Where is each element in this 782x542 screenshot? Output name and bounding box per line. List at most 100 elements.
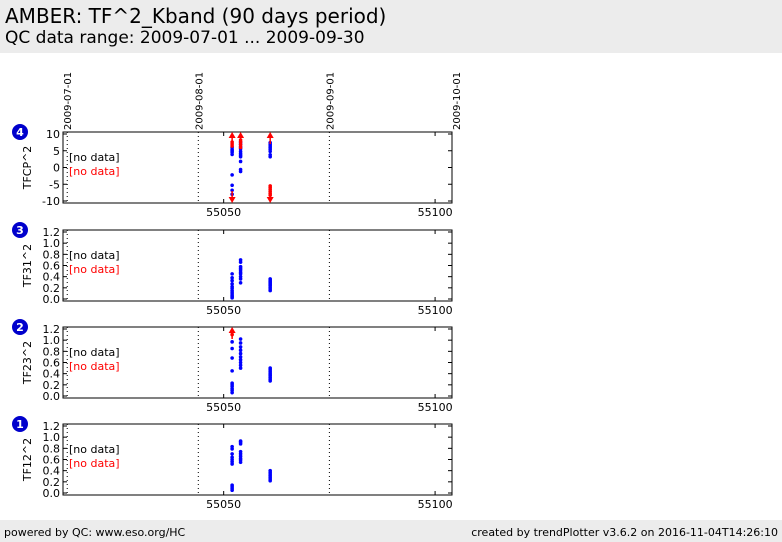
data-point bbox=[238, 449, 243, 454]
y-tick-label: 1.0 bbox=[43, 237, 61, 250]
data-point bbox=[238, 274, 243, 279]
y-tick-label: 10 bbox=[46, 128, 60, 141]
data-point bbox=[238, 341, 243, 345]
y-tick-label: 0.2 bbox=[43, 379, 61, 392]
y-tick-label: 0.8 bbox=[43, 442, 61, 455]
y-tick-label: 0.6 bbox=[43, 260, 61, 273]
y-tick-label: 1.0 bbox=[43, 431, 61, 444]
data-point bbox=[238, 357, 243, 362]
data-point bbox=[230, 356, 234, 360]
outlier-arrow-up bbox=[228, 327, 236, 333]
panel-badge bbox=[12, 319, 28, 335]
data-point bbox=[238, 345, 243, 349]
y-tick-label: 0.8 bbox=[43, 345, 61, 358]
y-tick-label: -10 bbox=[42, 195, 60, 208]
y-axis-label: TF23^2 bbox=[21, 341, 34, 385]
y-axis-label: TF31^2 bbox=[21, 244, 34, 288]
panel-badge bbox=[12, 416, 28, 432]
panel-frame bbox=[62, 423, 453, 496]
outlier-point bbox=[230, 144, 234, 148]
date-marker-label: 2009-08-01 bbox=[194, 72, 205, 130]
data-point bbox=[230, 340, 234, 344]
data-point bbox=[238, 258, 243, 262]
data-point bbox=[230, 381, 234, 385]
data-point bbox=[230, 152, 234, 157]
y-tick-label: 0.4 bbox=[43, 271, 61, 284]
data-point bbox=[230, 188, 234, 193]
no-data-label: [no data] bbox=[69, 249, 120, 262]
header-bar: AMBER: TF^2_Kband (90 days period) QC da… bbox=[0, 0, 782, 53]
data-point bbox=[238, 337, 243, 341]
x-tick-label: 55100 bbox=[418, 206, 453, 219]
data-point bbox=[268, 149, 272, 154]
date-marker-label: 2009-10-01 bbox=[452, 72, 463, 130]
panel-badge bbox=[12, 124, 28, 140]
y-tick-label: -5 bbox=[49, 178, 60, 191]
y-tick-label: 0.2 bbox=[43, 476, 61, 489]
no-data-label: [no data] bbox=[69, 443, 120, 456]
y-axis-label: TF12^2 bbox=[21, 438, 34, 482]
no-data-label: [no data] bbox=[69, 263, 120, 276]
panel-frame bbox=[62, 229, 453, 302]
data-point bbox=[238, 169, 243, 174]
x-tick-label: 55050 bbox=[206, 206, 241, 219]
data-point bbox=[238, 355, 243, 359]
no-data-label: [no data] bbox=[69, 165, 120, 178]
panel-badge-number: 3 bbox=[16, 224, 24, 237]
data-point bbox=[230, 278, 234, 283]
outlier-arrow-down bbox=[228, 197, 236, 203]
x-tick-label: 55100 bbox=[418, 401, 453, 414]
panel-frame bbox=[62, 131, 453, 204]
data-point bbox=[268, 468, 272, 473]
footer-created-by: created by trendPlotter v3.6.2 on 2016-1… bbox=[471, 526, 778, 539]
y-tick-label: 0.4 bbox=[43, 368, 61, 381]
footer-bar: powered by QC: www.eso.org/HC created by… bbox=[0, 520, 782, 542]
panel-badge-number: 2 bbox=[16, 321, 24, 334]
x-tick-label: 55050 bbox=[206, 304, 241, 317]
y-axis-label: TFCP^2 bbox=[21, 146, 34, 191]
x-tick-label: 55050 bbox=[206, 401, 241, 414]
page-title: AMBER: TF^2_Kband (90 days period) bbox=[5, 4, 387, 28]
y-tick-label: 0.6 bbox=[43, 454, 61, 467]
outlier-point bbox=[238, 142, 243, 147]
x-axis-label: mjd-obs bbox=[234, 519, 279, 520]
y-tick-label: 0.0 bbox=[43, 487, 61, 500]
data-point bbox=[238, 159, 243, 164]
data-point bbox=[238, 264, 243, 269]
data-point bbox=[238, 360, 243, 365]
panel-badge bbox=[12, 222, 28, 238]
date-marker-label: 2009-09-01 bbox=[325, 72, 336, 130]
outlier-point bbox=[238, 145, 243, 150]
no-data-label: [no data] bbox=[69, 346, 120, 359]
footer-powered-by: powered by QC: www.eso.org/HC bbox=[4, 526, 186, 539]
x-tick-label: 55100 bbox=[418, 498, 453, 511]
y-tick-label: 1.0 bbox=[43, 334, 61, 347]
data-point bbox=[238, 366, 243, 370]
data-point bbox=[238, 154, 243, 159]
data-point bbox=[230, 452, 234, 456]
y-tick-label: 1.2 bbox=[43, 420, 61, 433]
y-tick-label: 5 bbox=[53, 145, 60, 158]
data-point bbox=[238, 363, 243, 368]
data-point bbox=[230, 369, 234, 373]
y-tick-label: 1.2 bbox=[43, 226, 61, 239]
panel-badge-number: 4 bbox=[16, 126, 24, 139]
y-tick-label: 1.2 bbox=[43, 323, 61, 336]
y-tick-label: 0.4 bbox=[43, 465, 61, 478]
data-point bbox=[268, 154, 272, 159]
no-data-label: [no data] bbox=[69, 360, 120, 373]
data-point bbox=[230, 173, 234, 177]
data-point bbox=[230, 275, 234, 280]
x-tick-label: 55050 bbox=[206, 498, 241, 511]
no-data-label: [no data] bbox=[69, 151, 120, 164]
y-tick-label: 0.8 bbox=[43, 248, 61, 261]
data-point bbox=[238, 281, 243, 285]
outlier-arrow-down bbox=[266, 197, 274, 203]
y-tick-label: 0.6 bbox=[43, 357, 61, 370]
data-point bbox=[268, 366, 272, 370]
panel-frame bbox=[62, 326, 453, 399]
data-point bbox=[230, 272, 234, 276]
x-tick-label: 55100 bbox=[418, 304, 453, 317]
data-point bbox=[230, 183, 234, 188]
data-point bbox=[230, 282, 234, 286]
